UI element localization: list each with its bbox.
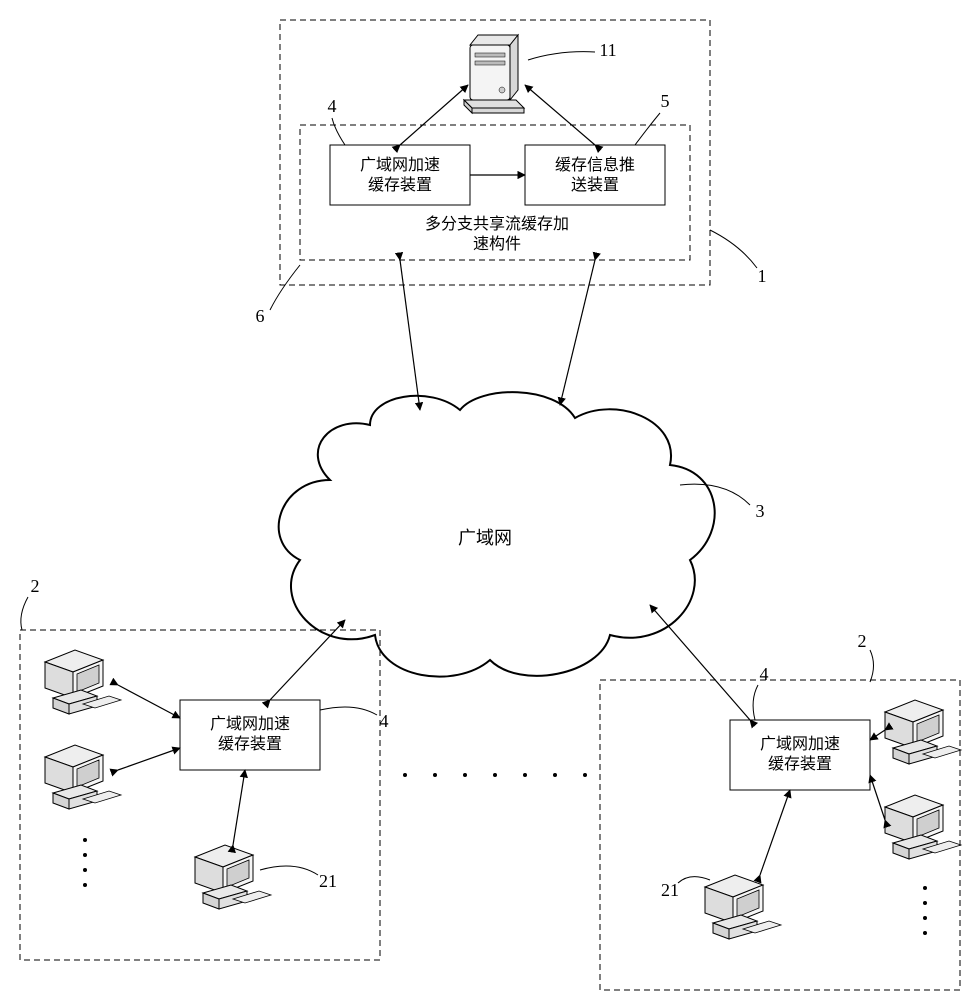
arrow-right-ws3-box [760, 790, 790, 875]
leader-4-left [320, 707, 377, 715]
horizontal-dots-icon [403, 773, 587, 777]
center-box5-line1: 缓存信息推 [555, 156, 635, 174]
vertical-dots-icon [923, 886, 927, 935]
arrow-left-ws2-box [118, 748, 180, 770]
server-icon [464, 35, 524, 113]
left-box4-line1: 广域网加速 [210, 715, 290, 733]
right-box4-line1: 广域网加速 [760, 735, 840, 753]
svg-text:广域网加速: 广域网加速 [210, 715, 290, 733]
center-cache-push-box [525, 145, 665, 205]
label-1: 1 [758, 266, 767, 286]
svg-text:多分支共享流缓存加: 多分支共享流缓存加 [425, 215, 569, 233]
label-4-left: 4 [380, 711, 389, 731]
center-wan-accel-cache-box [330, 145, 470, 205]
label-4-right: 4 [760, 664, 769, 684]
component6-line2: 速构件 [473, 235, 521, 253]
arrow-center5-cloud [560, 260, 595, 405]
label-5: 5 [661, 91, 670, 111]
svg-text:广域网: 广域网 [458, 528, 512, 548]
svg-text:缓存装置: 缓存装置 [368, 176, 432, 194]
center-box4-line1: 广域网加速 [360, 156, 440, 174]
svg-text:广域网加速: 广域网加速 [760, 735, 840, 753]
arrow-box4-server [400, 85, 468, 145]
workstation-icon [45, 745, 121, 809]
leader-2-right [870, 650, 874, 682]
leader-5 [635, 113, 660, 145]
workstation-icon [885, 795, 961, 859]
arrow-box5-server [525, 85, 595, 145]
svg-text:缓存装置: 缓存装置 [768, 755, 832, 773]
arrow-left-ws1-box [118, 685, 180, 718]
left-box4-line2: 缓存装置 [218, 735, 282, 753]
label-3: 3 [756, 501, 765, 521]
label-21-right: 21 [661, 880, 679, 900]
arrow-right-box-cloud [650, 605, 750, 720]
leader-21-right [678, 877, 710, 883]
arrow-right-ws1-box [870, 730, 885, 740]
arrow-left-ws3-box [233, 770, 245, 845]
label-6: 6 [256, 306, 265, 326]
arrow-center4-cloud [400, 260, 420, 410]
arrow-left-box-cloud [270, 620, 345, 700]
leader-21-left [260, 866, 318, 875]
leader-4-center [332, 118, 345, 145]
component6-line1: 多分支共享流缓存加 [425, 215, 569, 233]
label-2-right: 2 [858, 631, 867, 651]
svg-text:缓存信息推: 缓存信息推 [555, 156, 635, 174]
vertical-dots-icon [83, 838, 87, 887]
center-box4-line2: 缓存装置 [368, 176, 432, 194]
arrow-right-ws2-box [870, 775, 885, 820]
label-2-left: 2 [31, 576, 40, 596]
workstation-icon [885, 700, 961, 764]
label-11: 11 [599, 40, 616, 60]
center-box5-line2: 送装置 [571, 176, 619, 194]
leader-1 [710, 230, 757, 268]
svg-text:送装置: 送装置 [571, 176, 619, 194]
label-21-left: 21 [319, 871, 337, 891]
leader-2-left [21, 597, 28, 630]
leader-4-right [753, 685, 758, 720]
right-box4-line2: 缓存装置 [768, 755, 832, 773]
cloud-label: 广域网 [458, 528, 512, 548]
svg-text:广域网加速: 广域网加速 [360, 156, 440, 174]
leader-6 [270, 265, 300, 310]
label-4-center: 4 [328, 96, 337, 116]
workstation-icon [195, 845, 271, 909]
leader-11 [528, 52, 595, 60]
workstation-icon [45, 650, 121, 714]
workstation-icon [705, 875, 781, 939]
svg-text:缓存装置: 缓存装置 [218, 735, 282, 753]
svg-text:速构件: 速构件 [473, 235, 521, 253]
